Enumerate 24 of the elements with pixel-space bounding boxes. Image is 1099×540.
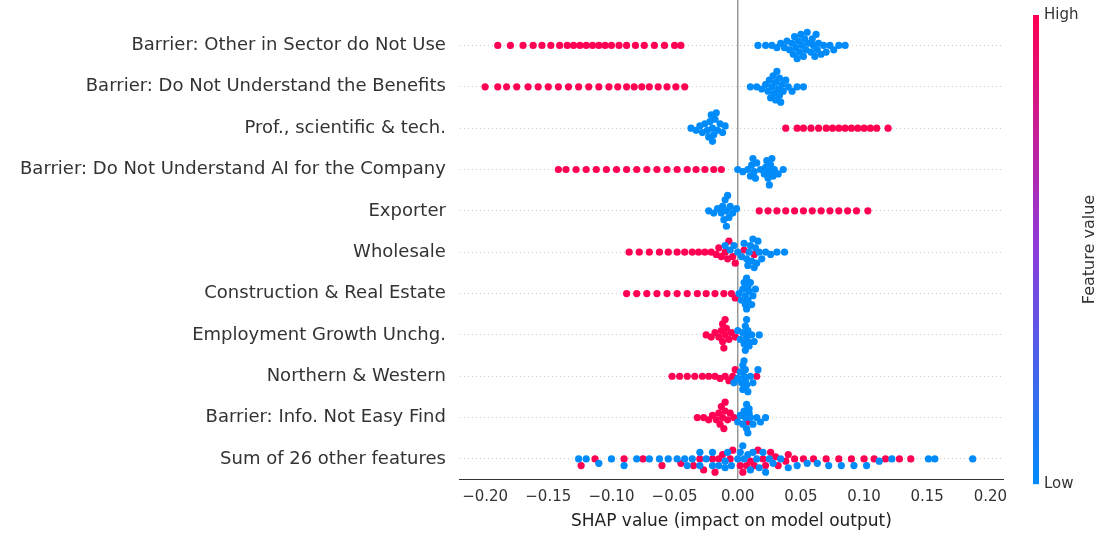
color-bar-label: High	[1044, 4, 1079, 23]
x-tick-label: 0.05	[784, 487, 818, 506]
y-tick-label: Employment Growth Unchg.	[192, 322, 446, 344]
x-tick-label: 0.15	[910, 487, 944, 506]
x-tick-label: 0.00	[721, 487, 755, 506]
x-tick-label: 0.10	[847, 487, 881, 506]
y-tick-label: Sum of 26 other features	[220, 446, 446, 468]
x-tick-label: −0.20	[462, 487, 509, 506]
y-tick-label: Wholesale	[353, 239, 446, 261]
color-bar-title: Feature value	[1079, 194, 1099, 305]
y-tick-label: Construction & Real Estate	[204, 281, 446, 303]
y-tick-label: Prof., scientific & tech.	[244, 115, 446, 137]
color-bar-label: Low	[1044, 473, 1074, 492]
x-tick-label: 0.20	[973, 487, 1008, 506]
y-tick-label: Exporter	[368, 198, 447, 220]
x-tick-label: −0.05	[651, 487, 698, 506]
y-tick-label: Barrier: Do Not Understand the Benefits	[85, 74, 446, 96]
y-tick-label: Barrier: Do Not Understand AI for the Company	[20, 157, 447, 179]
x-axis-title: SHAP value (impact on model output)	[571, 510, 892, 531]
y-tick-label: Barrier: Other in Sector do Not Use	[131, 33, 446, 55]
y-tick-label: Barrier: Info. Not Easy Find	[205, 405, 446, 427]
y-tick-label: Northern & Western	[266, 363, 446, 385]
x-tick-label: −0.15	[525, 487, 572, 506]
x-tick-label: −0.10	[588, 487, 635, 506]
